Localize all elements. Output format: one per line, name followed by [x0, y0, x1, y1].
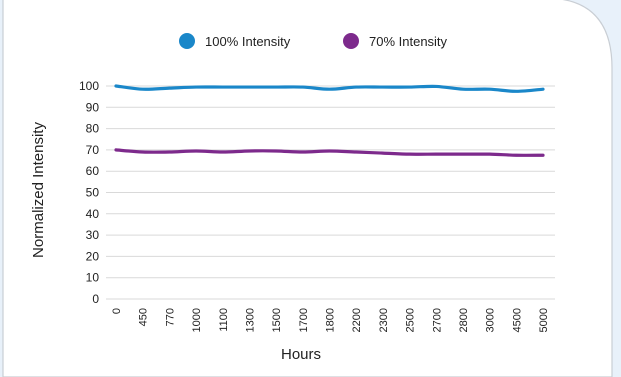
x-tick-label: 770	[164, 308, 176, 326]
y-tick-label: 80	[86, 122, 100, 136]
x-tick-label: 4500	[511, 308, 523, 332]
legend: 100% Intensity 70% Intensity	[179, 33, 448, 49]
y-tick-label: 90	[86, 100, 100, 114]
series-lines	[114, 84, 545, 157]
y-tick-label: 30	[86, 228, 100, 242]
x-tick-label: 1500	[271, 308, 283, 332]
y-tick-label: 60	[86, 164, 100, 178]
x-tick-label: 2500	[405, 308, 417, 332]
x-tick-label: 450	[138, 308, 150, 326]
x-tick-label: 1800	[325, 308, 337, 332]
x-tick-label: 5000	[538, 308, 550, 332]
y-tick-label: 50	[86, 186, 100, 200]
y-tick-label: 70	[86, 143, 100, 157]
y-tick-label: 0	[92, 292, 99, 306]
x-tick-label: 2700	[431, 308, 443, 332]
y-tick-label: 10	[86, 271, 100, 285]
x-tick-label: 3000	[485, 308, 497, 332]
x-tick-label: 2800	[458, 308, 470, 332]
x-tick-label: 0	[111, 308, 123, 314]
y-tick-label: 40	[86, 207, 100, 221]
y-tick-label: 100	[79, 79, 99, 93]
y-axis-ticks: 0 10 20 30 40 50 60 70 80 90 100	[79, 79, 99, 306]
y-tick-label: 20	[86, 249, 100, 263]
legend-marker	[343, 33, 359, 49]
series-line-0	[114, 84, 545, 93]
y-axis-title: Normalized Intensity	[30, 122, 47, 258]
legend-label: 70% Intensity	[369, 34, 448, 49]
x-tick-label: 1000	[191, 308, 203, 332]
x-tick-label: 1700	[298, 308, 310, 332]
legend-label: 100% Intensity	[205, 34, 291, 49]
x-axis-ticks: 0 450 770 1000 1100 1300 1500 1700 1800 2200 2300 2…	[111, 308, 550, 332]
x-tick-label: 1300	[244, 308, 256, 332]
x-tick-label: 2300	[378, 308, 390, 332]
x-tick-label: 2200	[351, 308, 363, 332]
series-line-1	[114, 148, 545, 157]
x-tick-label: 1100	[218, 308, 230, 332]
x-axis-title: Hours	[281, 346, 321, 363]
legend-marker	[179, 33, 195, 49]
